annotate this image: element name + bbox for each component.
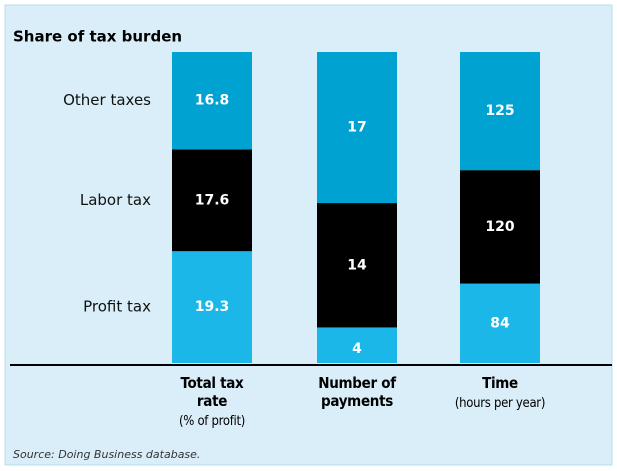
- category-name: Time: [482, 374, 518, 392]
- data-label: 4: [352, 341, 362, 357]
- legend-label: Other taxes: [63, 91, 151, 109]
- legend-label: Profit tax: [83, 298, 151, 316]
- data-label: 19.3: [195, 299, 230, 315]
- category-name: Number of payments: [318, 374, 396, 410]
- x-tick-label: Number of payments: [292, 374, 422, 410]
- bar-segment: [317, 327, 397, 363]
- bar-segment: [460, 52, 540, 171]
- bar-segment: [460, 283, 540, 363]
- x-tick-label: Total tax rate (% of profit): [147, 374, 277, 431]
- bar-segment: [172, 149, 252, 252]
- category-note: (% of profit): [178, 414, 246, 429]
- category-note: (hours per year): [454, 396, 546, 411]
- bar-segment: [172, 52, 252, 150]
- bar-segment: [172, 251, 252, 363]
- x-tick-label: Time (hours per year): [435, 374, 565, 413]
- legend-label: Labor tax: [80, 191, 151, 209]
- data-label: 125: [485, 103, 514, 119]
- data-label: 120: [485, 219, 514, 235]
- data-label: 14: [347, 257, 367, 273]
- chart-title: Share of tax burden: [13, 28, 182, 46]
- data-label: 17.6: [195, 192, 230, 208]
- source: Source: Doing Business database.: [13, 448, 200, 461]
- category-name: Total tax rate: [180, 374, 244, 410]
- bar-segment: [317, 203, 397, 328]
- data-label: 84: [490, 315, 510, 331]
- bar-segment: [460, 170, 540, 284]
- bar-segment: [317, 52, 397, 204]
- data-label: 17: [347, 120, 366, 136]
- data-label: 16.8: [195, 93, 230, 109]
